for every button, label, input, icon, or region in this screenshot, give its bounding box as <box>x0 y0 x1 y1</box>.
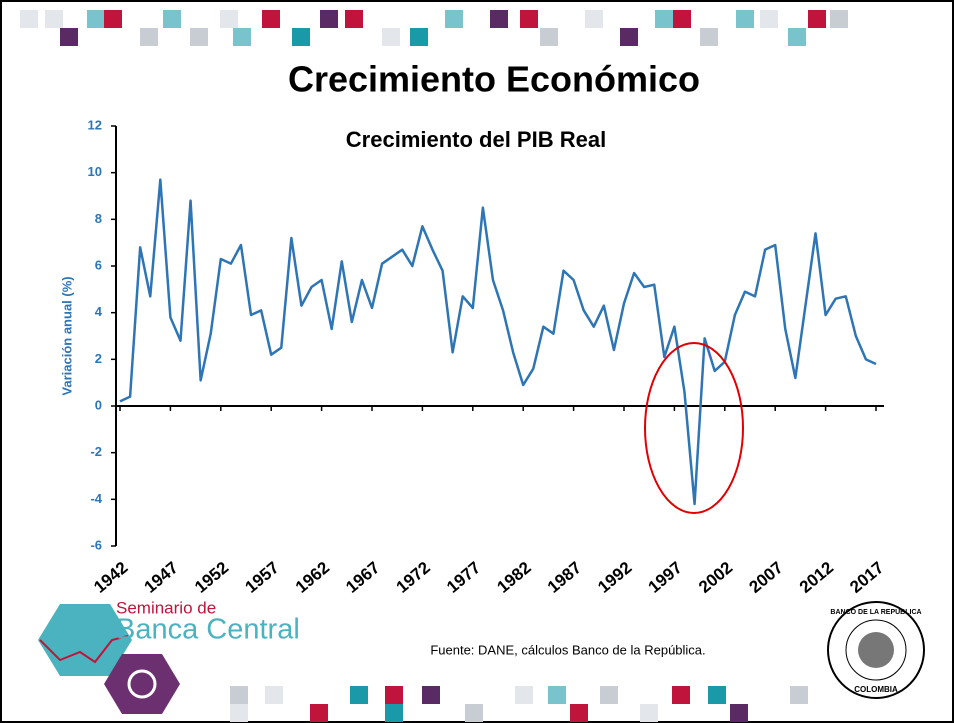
deco-square <box>230 686 248 704</box>
logo-hexagon <box>104 654 180 714</box>
deco-square <box>104 10 122 28</box>
deco-square <box>445 10 463 28</box>
y-tick-label: -6 <box>90 537 102 552</box>
deco-square <box>673 10 691 28</box>
deco-square <box>230 704 248 722</box>
y-tick-label: -2 <box>90 444 102 459</box>
logo-text: Seminario de <box>116 598 216 617</box>
deco-square <box>220 10 238 28</box>
y-tick-label: 12 <box>88 117 102 132</box>
deco-square <box>736 10 754 28</box>
deco-square <box>788 28 806 46</box>
deco-square <box>672 686 690 704</box>
source-note: Fuente: DANE, cálculos Banco de la Repúb… <box>430 642 705 657</box>
y-tick-label: 0 <box>95 397 102 412</box>
deco-square <box>708 686 726 704</box>
deco-square <box>620 28 638 46</box>
logo-icon <box>127 669 157 699</box>
deco-square <box>422 686 440 704</box>
deco-square <box>830 10 848 28</box>
deco-square <box>790 686 808 704</box>
deco-square <box>60 28 78 46</box>
deco-square <box>265 686 283 704</box>
logo: Seminario de Banca Central <box>38 598 300 714</box>
deco-square <box>515 686 533 704</box>
deco-square <box>190 28 208 46</box>
deco-square <box>87 10 105 28</box>
highlight-ellipse <box>644 342 744 514</box>
y-tick-label: 10 <box>88 164 102 179</box>
deco-square <box>140 28 158 46</box>
deco-square <box>163 10 181 28</box>
deco-square <box>292 28 310 46</box>
deco-square <box>700 28 718 46</box>
seal-portrait <box>858 632 894 668</box>
deco-square <box>490 10 508 28</box>
deco-square <box>410 28 428 46</box>
deco-square <box>548 686 566 704</box>
deco-square <box>385 686 403 704</box>
deco-square <box>640 704 658 722</box>
seal-text: COLOMBIA <box>854 685 898 694</box>
y-tick-label: 8 <box>95 211 102 226</box>
deco-square <box>730 704 748 722</box>
deco-square <box>520 10 538 28</box>
seal-circle <box>845 619 907 681</box>
deco-square <box>655 10 673 28</box>
deco-square <box>45 10 63 28</box>
decoration <box>20 10 848 722</box>
deco-square <box>350 686 368 704</box>
deco-square <box>262 10 280 28</box>
y-tick-label: 6 <box>95 257 102 272</box>
deco-square <box>600 686 618 704</box>
deco-square <box>320 10 338 28</box>
y-axis-label: Variación anual (%) <box>59 276 74 395</box>
logo-hexagon <box>38 604 132 676</box>
logo-line <box>39 635 129 664</box>
deco-square <box>760 10 778 28</box>
deco-square <box>382 28 400 46</box>
logo-text: Banca Central <box>116 614 300 646</box>
chart-title: Crecimiento del PIB Real <box>346 127 606 152</box>
y-tick-label: 4 <box>95 304 103 319</box>
y-tick-label: -4 <box>90 491 102 506</box>
y-tick-label: 2 <box>95 351 102 366</box>
deco-square <box>310 704 328 722</box>
deco-square <box>570 704 588 722</box>
deco-square <box>540 28 558 46</box>
slide-title: Crecimiento Económico <box>288 59 700 100</box>
deco-square <box>233 28 251 46</box>
seal: BANCO DE LA REPUBLICA COLOMBIA <box>827 601 925 699</box>
deco-square <box>808 10 826 28</box>
seal-text: BANCO DE LA REPUBLICA <box>830 609 921 616</box>
deco-square <box>345 10 363 28</box>
deco-square <box>385 704 403 722</box>
deco-square <box>20 10 38 28</box>
data-line <box>119 178 877 506</box>
deco-square <box>585 10 603 28</box>
deco-square <box>465 704 483 722</box>
